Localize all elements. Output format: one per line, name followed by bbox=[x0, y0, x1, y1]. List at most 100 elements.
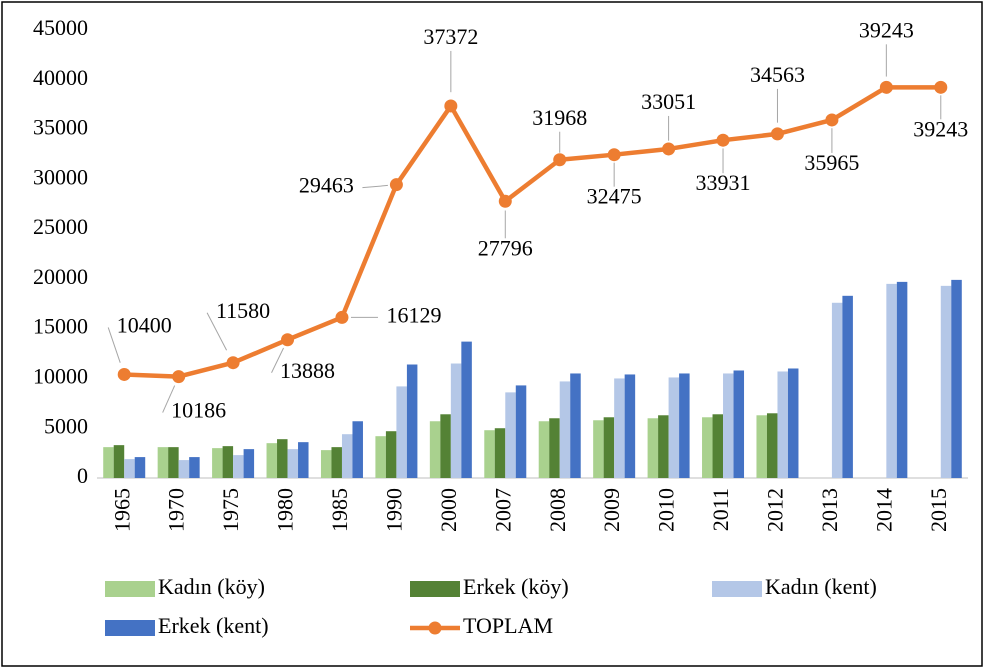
bar bbox=[679, 373, 690, 478]
leader-line bbox=[271, 347, 284, 373]
bar bbox=[429, 421, 441, 478]
legend-swatch bbox=[105, 581, 155, 597]
x-tick-label: 2007 bbox=[490, 488, 515, 532]
legend-swatch bbox=[428, 621, 442, 635]
bar bbox=[157, 447, 169, 478]
legend-label: Kadın (köy) bbox=[158, 574, 265, 599]
bar bbox=[168, 447, 179, 478]
bar bbox=[570, 373, 581, 478]
data-label: 13888 bbox=[280, 358, 335, 383]
bar bbox=[702, 417, 713, 478]
x-tick-label: 1990 bbox=[381, 488, 406, 532]
x-tick-label: 2009 bbox=[599, 488, 624, 532]
x-tick-label: 2011 bbox=[708, 488, 733, 531]
legend-label: TOPLAM bbox=[463, 613, 553, 638]
y-tick-label: 45000 bbox=[33, 15, 88, 40]
bar bbox=[842, 295, 853, 478]
line-marker bbox=[172, 370, 186, 384]
bar bbox=[559, 381, 571, 478]
bar bbox=[896, 281, 908, 478]
data-label: 10400 bbox=[117, 313, 172, 338]
bar bbox=[385, 431, 397, 478]
data-label: 29463 bbox=[299, 173, 354, 198]
bar bbox=[603, 417, 615, 478]
bar bbox=[178, 460, 190, 478]
data-label: 10186 bbox=[171, 398, 226, 423]
line-marker bbox=[879, 80, 893, 94]
line-marker bbox=[281, 333, 295, 347]
line-marker bbox=[607, 148, 621, 162]
y-tick-label: 5000 bbox=[44, 413, 88, 438]
bar bbox=[538, 421, 550, 478]
bar bbox=[113, 445, 125, 478]
x-tick-label: 2000 bbox=[436, 488, 461, 532]
bar bbox=[450, 363, 462, 478]
line bbox=[124, 85, 941, 379]
bar bbox=[461, 341, 472, 478]
line-marker bbox=[335, 310, 349, 324]
line-marker bbox=[389, 178, 403, 192]
bar bbox=[484, 430, 495, 478]
y-tick-label: 20000 bbox=[33, 264, 88, 289]
x-tick-label: 1970 bbox=[164, 488, 189, 532]
bar bbox=[233, 455, 244, 478]
x-tick-label: 2012 bbox=[763, 488, 788, 532]
x-tick-label: 2015 bbox=[926, 488, 951, 532]
y-tick-label: 10000 bbox=[33, 363, 88, 388]
legend-swatch bbox=[712, 581, 762, 597]
bar bbox=[614, 378, 625, 478]
bar bbox=[287, 449, 299, 478]
line-marker bbox=[825, 113, 839, 127]
bar bbox=[515, 385, 527, 478]
y-tick-label: 35000 bbox=[33, 115, 88, 140]
x-tick-label: 1985 bbox=[327, 488, 352, 532]
y-tick-label: 30000 bbox=[33, 164, 88, 189]
x-tick-label: 2014 bbox=[871, 488, 896, 532]
bar bbox=[668, 377, 680, 478]
bar bbox=[733, 370, 745, 478]
bar bbox=[712, 414, 724, 478]
line-marker bbox=[662, 142, 676, 156]
line-marker bbox=[498, 194, 512, 208]
bar bbox=[331, 447, 342, 478]
bar bbox=[658, 415, 669, 478]
bar bbox=[320, 450, 332, 478]
bar bbox=[886, 283, 897, 478]
data-label: 32475 bbox=[587, 184, 642, 209]
leader-line bbox=[206, 312, 228, 351]
data-label: 37372 bbox=[423, 24, 478, 49]
x-tick-label: 1975 bbox=[218, 488, 243, 532]
data-label: 35965 bbox=[804, 150, 859, 175]
data-label: 34563 bbox=[750, 62, 805, 87]
bar bbox=[505, 392, 516, 478]
y-tick-label: 15000 bbox=[33, 314, 88, 339]
bar bbox=[124, 459, 135, 478]
data-label: 39243 bbox=[913, 116, 968, 141]
bar bbox=[222, 446, 234, 478]
bar bbox=[134, 457, 146, 478]
x-tick-label: 1980 bbox=[273, 488, 298, 532]
bar bbox=[103, 447, 114, 478]
line-marker bbox=[444, 99, 458, 113]
legend-label: Erkek (köy) bbox=[463, 574, 569, 599]
data-label: 33931 bbox=[696, 170, 751, 195]
bar bbox=[494, 428, 506, 478]
line-marker bbox=[226, 356, 240, 370]
x-tick-label: 2008 bbox=[545, 488, 570, 532]
bar bbox=[593, 420, 604, 478]
line-marker bbox=[117, 367, 131, 381]
bar bbox=[277, 439, 288, 478]
legend-label: Kadın (kent) bbox=[765, 574, 877, 599]
data-label: 39243 bbox=[859, 17, 914, 42]
bar bbox=[777, 371, 788, 478]
x-tick-label: 2013 bbox=[817, 488, 842, 532]
leader-line bbox=[162, 385, 176, 413]
data-label: 16129 bbox=[386, 302, 441, 327]
bar bbox=[341, 434, 353, 478]
bar bbox=[647, 418, 659, 478]
line-marker bbox=[553, 153, 567, 167]
x-tick-label: 1965 bbox=[109, 488, 134, 532]
y-tick-label: 0 bbox=[77, 463, 88, 488]
bar bbox=[396, 386, 407, 478]
